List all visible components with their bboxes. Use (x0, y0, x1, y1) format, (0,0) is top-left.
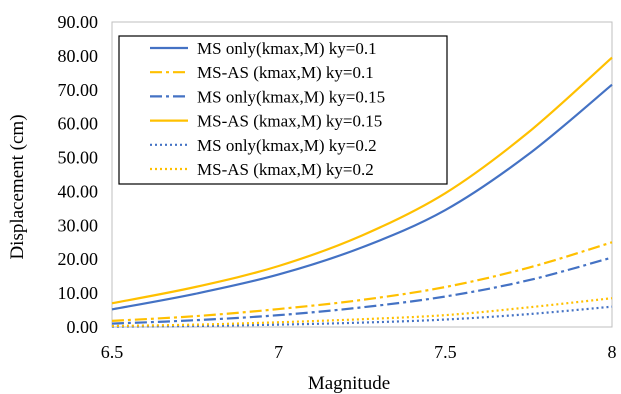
series-lines (111, 56, 613, 328)
y-axis-label: Displacement (cm) (7, 114, 28, 259)
y-tick-label: 90.00 (58, 12, 99, 32)
x-tick-label: 6.5 (101, 342, 124, 362)
legend-label-2: MS-AS (kmax,M) ky=0.1 (197, 63, 374, 82)
y-tick-label: 10.00 (58, 283, 99, 303)
x-tick-label: 7 (274, 342, 283, 362)
y-tick-label: 30.00 (58, 215, 99, 235)
x-tick-label: 8 (608, 342, 617, 362)
y-tick-label: 20.00 (58, 249, 99, 269)
y-tick-label: 0.00 (67, 317, 99, 337)
legend: MS only(kmax,M) ky=0.1 MS-AS (kmax,M) ky=… (118, 35, 448, 185)
series-line-5 (111, 305, 613, 328)
legend-label-3: MS only(kmax,M) ky=0.15 (197, 87, 385, 106)
plot-area (111, 21, 613, 328)
x-axis-label: Magnitude (308, 373, 390, 394)
x-axis-ticks: 6.5 7 7.5 8 (101, 342, 617, 362)
series-line-2 (111, 241, 613, 322)
legend-label-1: MS only(kmax,M) ky=0.1 (197, 39, 377, 58)
series-line-3 (111, 256, 613, 325)
y-axis-ticks: 0.00 10.00 20.00 30.00 40.00 50.00 60.00 70.00 8… (58, 12, 99, 337)
series-line-6 (111, 297, 613, 328)
y-tick-label: 70.00 (58, 80, 99, 100)
legend-label-4: MS-AS (kmax,M) ky=0.15 (197, 112, 382, 131)
y-tick-label: 60.00 (58, 114, 99, 134)
series-line-4 (111, 56, 613, 305)
x-tick-label: 7.5 (434, 342, 457, 362)
y-tick-label: 80.00 (58, 46, 99, 66)
legend-label-5: MS only(kmax,M) ky=0.2 (197, 136, 377, 155)
y-tick-label: 50.00 (58, 148, 99, 168)
legend-label-6: MS-AS (kmax,M) ky=0.2 (197, 160, 374, 179)
plot-border (111, 21, 613, 328)
series-line-1 (111, 83, 613, 311)
legend-box (118, 35, 448, 185)
y-tick-label: 40.00 (58, 181, 99, 201)
